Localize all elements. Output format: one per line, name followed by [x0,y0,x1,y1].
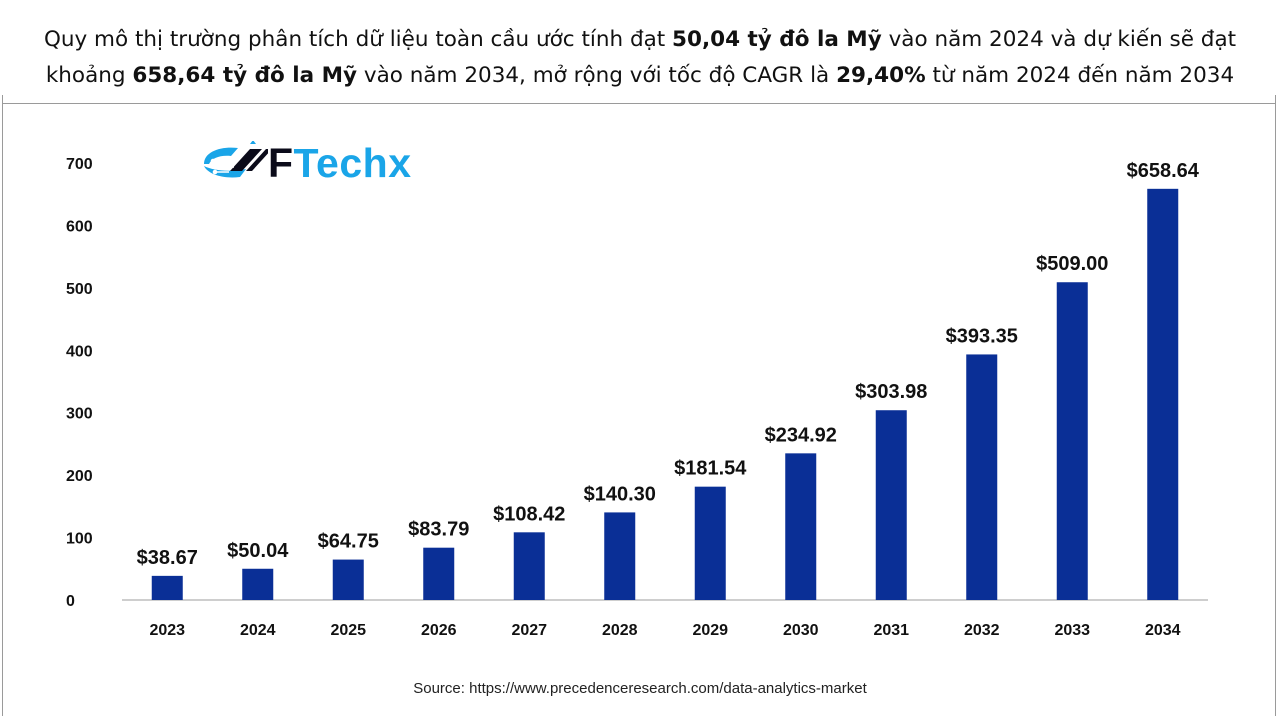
title-line-2: khoảng 658,64 tỷ đô la Mỹ vào năm 2034, … [45,63,1235,88]
bar-value-label: $38.67 [137,547,198,569]
bar [1147,188,1179,601]
ftechx-logo: FTechx [200,138,412,188]
source-note: Source: https://www.precedenceresearch.c… [413,680,867,697]
title-line-1: Quy mô thị trường phân tích dữ liệu toàn… [43,27,1237,52]
x-tick-label: 2030 [783,622,819,639]
x-tick-label: 2027 [511,622,547,639]
bar [423,547,455,600]
bar-value-label: $108.42 [493,503,565,525]
title-bold-cagr: 29,40% [836,63,926,88]
bar-value-label: $303.98 [855,381,927,403]
y-tick-label: 100 [66,531,93,548]
bar-value-label: $658.64 [1127,160,1200,182]
frame-tick-left [2,95,3,104]
y-tick-label: 700 [66,156,93,173]
bar-value-label: $64.75 [318,531,379,553]
logo-wordmark: FTechx [268,139,412,186]
x-tick-label: 2029 [692,622,728,639]
bar [513,532,545,600]
x-tick-label: 2031 [873,622,909,639]
x-tick-label: 2034 [1145,622,1181,639]
bar [875,410,907,600]
bar [242,568,274,600]
bar-value-label: $509.00 [1036,253,1108,275]
bar-value-label: $393.35 [946,325,1018,347]
chart-frame [2,103,1276,716]
x-tick-label: 2028 [602,622,638,639]
y-tick-label: 300 [66,406,93,423]
bar-value-label: $181.54 [674,458,747,480]
bar [1056,282,1088,600]
title-bold-forecast-value: 658,64 tỷ đô la Mỹ [132,63,358,88]
x-tick-label: 2033 [1054,622,1090,639]
x-tick-label: 2023 [149,622,185,639]
bar [151,575,183,600]
bar [785,453,817,600]
y-tick-label: 200 [66,468,93,485]
bar-value-label: $83.79 [408,519,469,541]
bar [694,486,726,600]
x-tick-label: 2024 [240,622,276,639]
y-tick-label: 600 [66,218,93,235]
y-tick-label: 0 [66,593,75,610]
bar-value-label: $140.30 [584,483,656,505]
frame-tick-right [1275,95,1276,104]
bar-value-label: $50.04 [227,540,289,562]
circuit-arrow-icon [204,141,268,178]
bar [604,512,636,600]
bar [332,559,364,600]
y-tick-label: 500 [66,281,93,298]
y-tick-label: 400 [66,343,93,360]
chart-title: Quy mô thị trường phân tích dữ liệu toàn… [0,22,1280,94]
x-tick-label: 2032 [964,622,1000,639]
x-tick-label: 2025 [330,622,366,639]
bar-value-label: $234.92 [765,424,837,446]
x-tick-label: 2026 [421,622,457,639]
bar [966,354,998,600]
title-bold-current-value: 50,04 tỷ đô la Mỹ [672,27,882,52]
